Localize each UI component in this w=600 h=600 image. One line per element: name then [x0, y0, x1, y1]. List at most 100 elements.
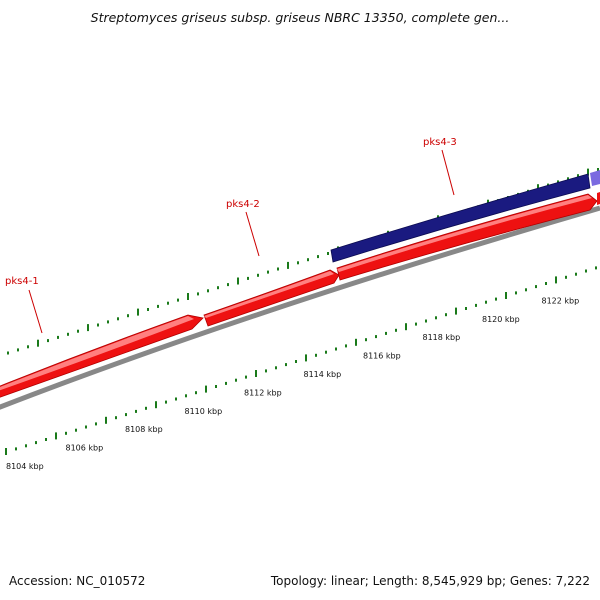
minor-tick: [125, 413, 127, 417]
minor-tick: [435, 316, 437, 320]
minor-tick: [35, 441, 37, 445]
minor-tick: [7, 351, 9, 355]
major-tick: [455, 307, 457, 315]
gene-label-pks4-1[interactable]: pks4-1: [5, 276, 43, 334]
gene-arrow-pks4-2[interactable]: [203, 269, 340, 327]
scale-label: 8118 kbp: [423, 333, 461, 342]
minor-tick: [75, 428, 77, 432]
minor-tick: [127, 314, 129, 318]
major-tick: [55, 432, 57, 440]
minor-tick: [95, 422, 97, 426]
scale-label: 8116 kbp: [363, 352, 401, 361]
gene-arrow-pks4-1[interactable]: [0, 314, 204, 399]
minor-tick: [15, 447, 17, 451]
minor-tick: [307, 258, 309, 262]
major-tick: [205, 385, 207, 393]
minor-tick: [185, 394, 187, 398]
minor-tick: [375, 335, 377, 339]
accession-label: Accession: NC_010572: [9, 574, 146, 588]
scale-label: 8112 kbp: [244, 388, 282, 397]
minor-tick: [97, 323, 99, 327]
scale-label: 8110 kbp: [185, 407, 223, 416]
minor-tick: [265, 369, 267, 373]
scale-label: 8108 kbp: [125, 425, 163, 434]
minor-tick: [77, 329, 79, 333]
minor-tick: [535, 285, 537, 289]
gene-arrow-pks4-3[interactable]: [336, 192, 600, 281]
minor-tick: [545, 282, 547, 285]
minor-tick: [297, 261, 299, 265]
minor-tick: [295, 360, 297, 363]
minor-tick: [475, 303, 477, 307]
minor-tick: [215, 385, 217, 388]
major-tick: [87, 324, 89, 332]
map-title: Streptomyces griseus subsp. griseus NBRC…: [90, 10, 510, 25]
minor-tick: [567, 177, 569, 181]
minor-tick: [147, 308, 149, 311]
major-tick: [537, 184, 539, 192]
scale-label: 8114 kbp: [304, 370, 342, 379]
major-tick: [355, 338, 357, 346]
minor-tick: [195, 391, 197, 395]
minor-tick: [27, 345, 29, 349]
minor-tick: [577, 174, 579, 178]
minor-tick: [25, 444, 27, 448]
minor-tick: [277, 267, 279, 271]
minor-tick: [395, 328, 397, 332]
scale-label: 8104 kbp: [6, 462, 44, 471]
minor-tick: [595, 266, 597, 270]
minor-tick: [45, 438, 47, 441]
minor-tick: [145, 406, 147, 410]
minor-tick: [275, 366, 277, 370]
minor-tick: [257, 273, 259, 277]
gene-label-pks4-3[interactable]: pks4-3: [423, 137, 457, 196]
minor-tick: [267, 270, 269, 274]
major-tick: [405, 323, 407, 331]
genome-info-label: Topology: linear; Length: 8,545,929 bp; …: [270, 574, 590, 588]
minor-tick: [57, 335, 59, 339]
minor-tick: [175, 397, 177, 401]
major-tick: [555, 276, 557, 284]
minor-tick: [225, 381, 227, 385]
feature-bar[interactable]: [330, 170, 600, 263]
minor-tick: [445, 313, 447, 317]
major-tick: [587, 168, 589, 176]
gene-label-text-pks4-3: pks4-3: [423, 137, 457, 148]
minor-tick: [157, 304, 159, 308]
major-tick: [5, 448, 7, 455]
minor-tick: [575, 272, 577, 276]
major-tick: [237, 277, 239, 285]
minor-tick: [425, 319, 427, 323]
major-tick: [105, 416, 107, 424]
minor-tick: [385, 331, 387, 335]
major-tick: [187, 293, 189, 300]
minor-tick: [495, 297, 497, 301]
minor-tick: [365, 338, 367, 342]
minor-tick: [115, 416, 117, 420]
minor-tick: [47, 339, 49, 343]
minor-tick: [327, 252, 329, 255]
major-tick: [287, 261, 289, 269]
minor-tick: [317, 255, 319, 259]
minor-tick: [525, 288, 527, 292]
major-tick: [255, 370, 257, 377]
minor-tick: [67, 332, 69, 336]
minor-tick: [207, 289, 209, 293]
scale-label: 8122 kbp: [542, 296, 580, 305]
gene-label-pks4-2[interactable]: pks4-2: [226, 199, 260, 257]
minor-tick: [585, 269, 587, 273]
minor-tick: [485, 300, 487, 304]
minor-tick: [415, 322, 417, 326]
minor-tick: [235, 378, 237, 382]
minor-tick: [315, 353, 317, 357]
major-tick: [305, 354, 307, 362]
minor-tick: [597, 168, 599, 171]
major-tick: [37, 339, 39, 347]
minor-tick: [135, 409, 137, 413]
minor-tick: [167, 301, 169, 305]
minor-tick: [247, 276, 249, 280]
minor-tick: [177, 298, 179, 302]
scale-label: 8106 kbp: [66, 444, 104, 453]
minor-tick: [515, 291, 517, 295]
